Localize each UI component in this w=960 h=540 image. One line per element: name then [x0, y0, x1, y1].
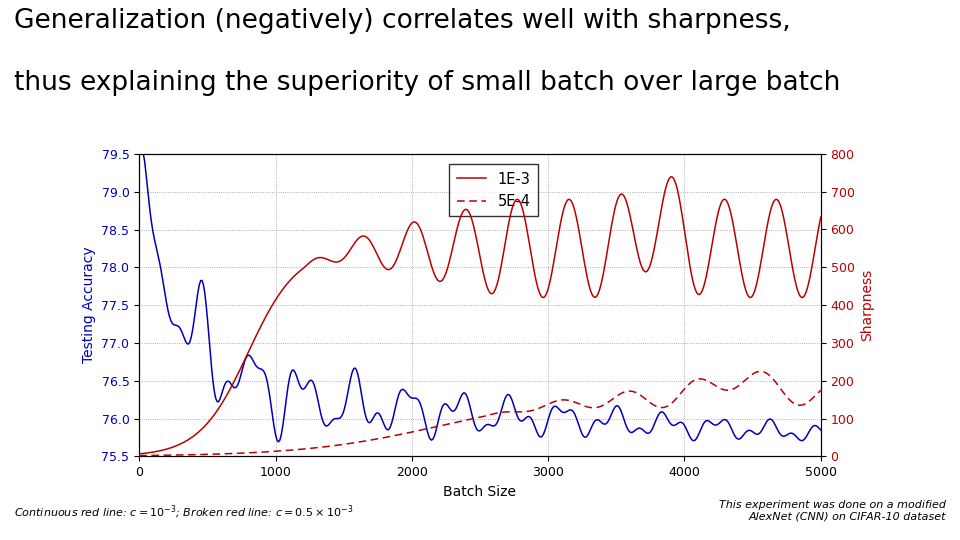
- Y-axis label: Sharpness: Sharpness: [860, 269, 874, 341]
- Text: Generalization (negatively) correlates well with sharpness,: Generalization (negatively) correlates w…: [14, 8, 791, 34]
- Y-axis label: Testing Accuracy: Testing Accuracy: [82, 247, 96, 363]
- Text: thus explaining the superiority of small batch over large batch: thus explaining the superiority of small…: [14, 70, 841, 96]
- Text: Continuous red line: $c = 10^{-3}$; Broken red line: $c = 0.5 \times 10^{-3}$: Continuous red line: $c = 10^{-3}$; Brok…: [14, 504, 353, 521]
- Legend: 1E-3, 5E-4: 1E-3, 5E-4: [449, 164, 538, 216]
- Text: This experiment was done on a modified
AlexNet (CNN) on CIFAR-10 dataset: This experiment was done on a modified A…: [719, 500, 946, 521]
- X-axis label: Batch Size: Batch Size: [444, 484, 516, 498]
